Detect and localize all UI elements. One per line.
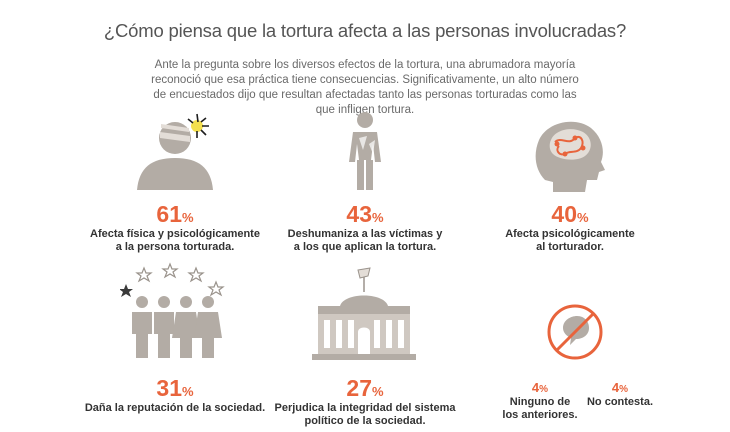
no-speech-icon xyxy=(547,304,603,360)
stat-description-line: a la persona torturada. xyxy=(115,241,235,253)
stat-value: 4 xyxy=(531,380,540,395)
government-building-icon xyxy=(312,267,416,360)
stat-unit: % xyxy=(372,384,384,399)
stat-unit: % xyxy=(539,384,549,395)
stat-item-5: 27% Perjudica la integridad del sistema … xyxy=(270,262,460,427)
stat-value: 27 xyxy=(346,375,373,401)
stat-description-line: a los que aplican la tortura. xyxy=(293,241,437,253)
stat-description-line: al torturador. xyxy=(536,241,604,253)
stat-unit: % xyxy=(182,384,194,399)
stat-item-small-group: 4% Ninguno de los anteriores. 4% No cont… xyxy=(480,300,680,430)
stat-description-line: Perjudica la integridad del sistema xyxy=(274,402,456,414)
stat-description-line: Afecta psicológicamente xyxy=(505,228,635,240)
stat-value: 31 xyxy=(156,375,183,401)
stat-item-4: 31% Daña la reputación de la sociedad. xyxy=(80,262,270,422)
intro-paragraph: Ante la pregunta sobre los diversos efec… xyxy=(151,59,579,116)
stat-value: 61 xyxy=(156,201,183,227)
stat-description-line: Daña la reputación de la sociedad. xyxy=(84,402,266,414)
stat-unit: % xyxy=(619,384,629,395)
stat-unit: % xyxy=(182,210,194,225)
stat-unit: % xyxy=(372,210,384,225)
stat-unit: % xyxy=(577,210,589,225)
stat-description-line: los anteriores. xyxy=(502,409,578,421)
stat-description-line: Ninguno de xyxy=(509,396,571,408)
dehumanized-figure-icon xyxy=(349,112,381,190)
stat-description-line: político de la sociedad. xyxy=(304,415,426,427)
stat-description-line: No contesta. xyxy=(586,396,653,408)
page-title: ¿Cómo piensa que la tortura afecta a las… xyxy=(103,20,627,41)
stat-value: 4 xyxy=(611,380,620,395)
stat-value: 40 xyxy=(551,201,578,227)
stat-description-line: Deshumaniza a las víctimas y xyxy=(287,228,443,240)
stat-value: 43 xyxy=(346,201,373,227)
stat-item-1: 61% Afecta física y psicológicamente a l… xyxy=(80,110,270,260)
head-brain-icon xyxy=(535,121,605,192)
injured-person-icon xyxy=(137,113,213,190)
group-with-stars-icon xyxy=(120,262,225,358)
stat-description-line: Afecta física y psicológicamente xyxy=(90,228,260,240)
stat-item-2: 43% Deshumaniza a las víctimas y a los q… xyxy=(270,110,460,260)
stat-item-3: 40% Afecta psicológicamente al torturado… xyxy=(475,110,665,260)
